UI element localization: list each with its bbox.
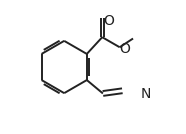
Text: O: O — [103, 14, 114, 28]
Text: O: O — [119, 42, 130, 56]
Text: N: N — [141, 88, 151, 101]
